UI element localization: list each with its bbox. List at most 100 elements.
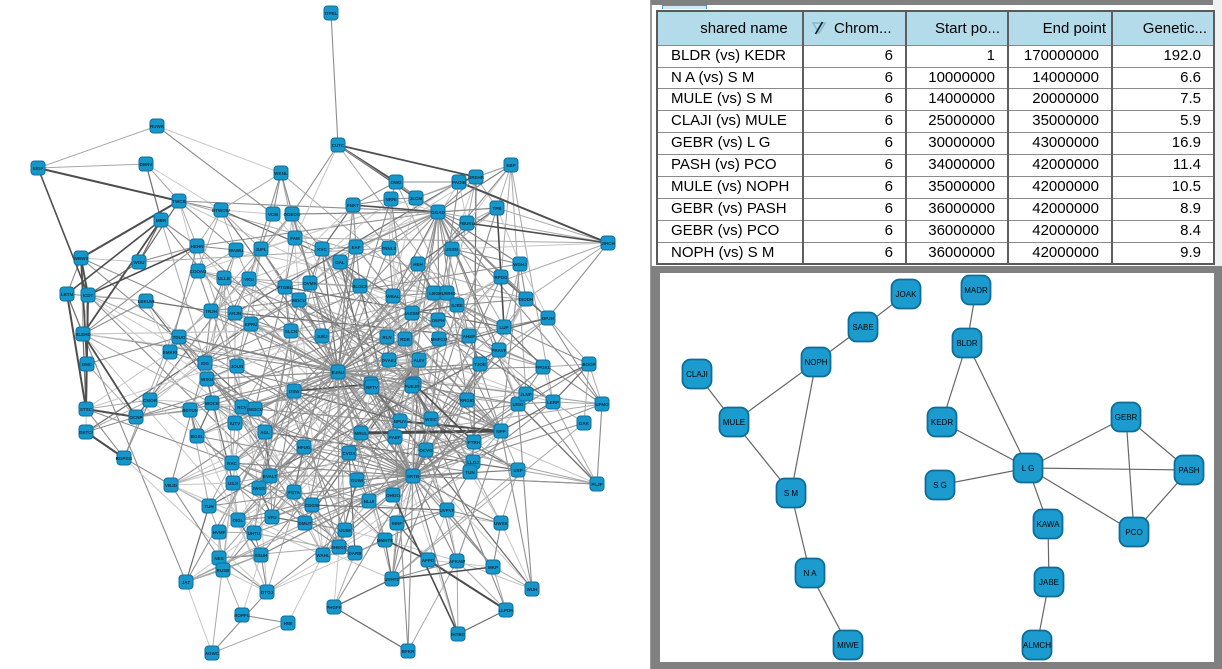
svg-text:NAC: NAC: [227, 461, 237, 466]
svg-text:IUTV: IUTV: [230, 421, 240, 426]
svg-text:DEDCU: DEDCU: [247, 407, 263, 412]
svg-text:FNKT: FNKT: [347, 203, 359, 208]
svg-text:AUIV: AUIV: [414, 358, 425, 363]
svg-text:NLUI: NLUI: [364, 499, 375, 504]
svg-text:DBNV: DBNV: [140, 162, 153, 167]
svg-text:OHGO: OHGO: [386, 493, 400, 498]
svg-text:JLNP: JLNP: [520, 392, 532, 397]
svg-text:VKU: VKU: [244, 277, 254, 282]
svg-text:OIGL: OIGL: [233, 518, 244, 523]
svg-text:TRJH: TRJH: [205, 309, 217, 314]
svg-text:FSTA: FSTA: [288, 490, 300, 495]
svg-text:UVPVF: UVPVF: [439, 508, 454, 513]
svg-text:EBP: EBP: [506, 163, 515, 168]
svg-text:HEHN: HEHN: [191, 244, 204, 249]
svg-text:IWGS: IWGS: [253, 486, 265, 491]
svg-text:IHTBC: IHTBC: [451, 632, 465, 637]
svg-text:MRUL: MRUL: [355, 431, 368, 436]
svg-text:DIODH: DIODH: [519, 297, 534, 302]
svg-text:WUH: WUH: [527, 587, 538, 592]
svg-text:USP: USP: [513, 468, 522, 473]
svg-text:OSW: OSW: [289, 389, 301, 394]
svg-text:GGAD: GGAD: [431, 210, 445, 215]
svg-text:TPB: TPB: [493, 206, 503, 211]
svg-text:SRTB: SRTB: [407, 474, 420, 479]
svg-text:TJOE: TJOE: [474, 362, 486, 367]
svg-text:GUWI: GUWI: [351, 478, 363, 483]
svg-text:AHEP: AHEP: [463, 334, 476, 339]
svg-text:BGSL: BGSL: [191, 434, 204, 439]
svg-text:JABE: JABE: [1039, 578, 1059, 587]
svg-text:OAL: OAL: [335, 260, 345, 265]
svg-text:JGSN: JGSN: [446, 247, 458, 252]
svg-text:JUFL: JUFL: [255, 247, 267, 252]
svg-text:IASSM: IASSM: [405, 311, 420, 316]
svg-text:WGHJ: WGHJ: [513, 262, 527, 267]
svg-text:PUEJR: PUEJR: [404, 384, 420, 389]
svg-text:DAK: DAK: [579, 421, 589, 426]
svg-text:HVMF: HVMF: [213, 530, 226, 535]
svg-text:KVC: KVC: [317, 247, 327, 252]
svg-text:EIGF: EIGF: [33, 166, 44, 171]
svg-text:VFU: VFU: [268, 515, 277, 520]
svg-text:SHEGC: SHEGC: [331, 545, 348, 550]
svg-text:DMUT: DMUT: [299, 521, 312, 526]
svg-text:RLN: RLN: [382, 335, 391, 340]
svg-text:AFPD: AFPD: [422, 558, 435, 563]
svg-text:WSGI: WSGI: [201, 377, 213, 382]
svg-text:LBKUW: LBKUW: [138, 299, 155, 304]
svg-text:IDG: IDG: [201, 361, 210, 366]
svg-text:JAT: JAT: [182, 580, 190, 585]
svg-text:INNP: INNP: [392, 521, 403, 526]
svg-text:MHFCO: MHFCO: [431, 337, 448, 342]
svg-text:BTWOW: BTWOW: [212, 208, 231, 213]
svg-text:S M: S M: [784, 489, 799, 498]
svg-text:UWSK: UWSK: [494, 521, 508, 526]
svg-text:DETCI: DETCI: [79, 430, 93, 435]
svg-text:SABE: SABE: [852, 323, 873, 332]
svg-text:PCO: PCO: [1125, 528, 1142, 537]
svg-text:CUTC: CUTC: [332, 143, 345, 148]
svg-text:LLPDN: LLPDN: [499, 608, 514, 613]
svg-text:KAWA: KAWA: [1037, 520, 1061, 529]
svg-text:S G: S G: [933, 481, 947, 490]
svg-text:NRRI: NRRI: [386, 197, 397, 202]
svg-text:OGEOO: OGEOO: [283, 212, 301, 217]
svg-text:GEBR: GEBR: [1115, 413, 1138, 422]
svg-text:L G: L G: [1022, 464, 1035, 473]
svg-text:HEH: HEH: [413, 262, 423, 267]
svg-text:BDTUN: BDTUN: [182, 408, 198, 413]
svg-text:KEDR: KEDR: [931, 418, 953, 427]
svg-text:TWCB: TWCB: [172, 199, 186, 204]
svg-text:PTGBU: PTGBU: [277, 285, 293, 290]
svg-text:BFKR: BFKR: [402, 649, 415, 654]
svg-text:HWI: HWI: [284, 621, 293, 626]
svg-text:DVAEJ: DVAEJ: [382, 358, 397, 363]
svg-text:MDCU: MDCU: [292, 298, 306, 303]
svg-text:N A: N A: [804, 569, 818, 578]
svg-text:VBJD: VBJD: [165, 483, 178, 488]
svg-text:TDUO: TDUO: [173, 335, 186, 340]
svg-text:WBAL: WBAL: [386, 294, 400, 299]
svg-text:AGL: AGL: [260, 430, 270, 435]
svg-text:RGPGG: RGPGG: [116, 456, 133, 461]
svg-text:ITPEL: ITPEL: [325, 11, 338, 16]
svg-text:FAEF: FAEF: [389, 435, 401, 440]
svg-text:LBTM: LBTM: [61, 292, 74, 297]
svg-text:AFKAW: AFKAW: [449, 559, 466, 564]
svg-text:WBWS: WBWS: [74, 256, 89, 261]
svg-text:CDGW: CDGW: [305, 503, 320, 508]
svg-text:KPRU: KPRU: [245, 322, 258, 327]
svg-text:SJBE: SJBE: [451, 303, 463, 308]
svg-text:RRGID: RRGID: [460, 398, 475, 403]
svg-text:EJINJ: EJINJ: [332, 370, 345, 375]
svg-text:NPP: NPP: [496, 429, 505, 434]
svg-text:TNNLS: TNNLS: [382, 246, 397, 251]
svg-text:CMOR: CMOR: [143, 398, 157, 403]
svg-text:CLAJI: CLAJI: [686, 370, 708, 379]
svg-text:WAHL: WAHL: [316, 553, 329, 558]
svg-text:MMNTE: MMNTE: [377, 538, 394, 543]
svg-text:DARB: DARB: [349, 551, 363, 556]
svg-text:OVMA: OVMA: [303, 281, 317, 286]
svg-text:EVALT: EVALT: [263, 474, 277, 479]
